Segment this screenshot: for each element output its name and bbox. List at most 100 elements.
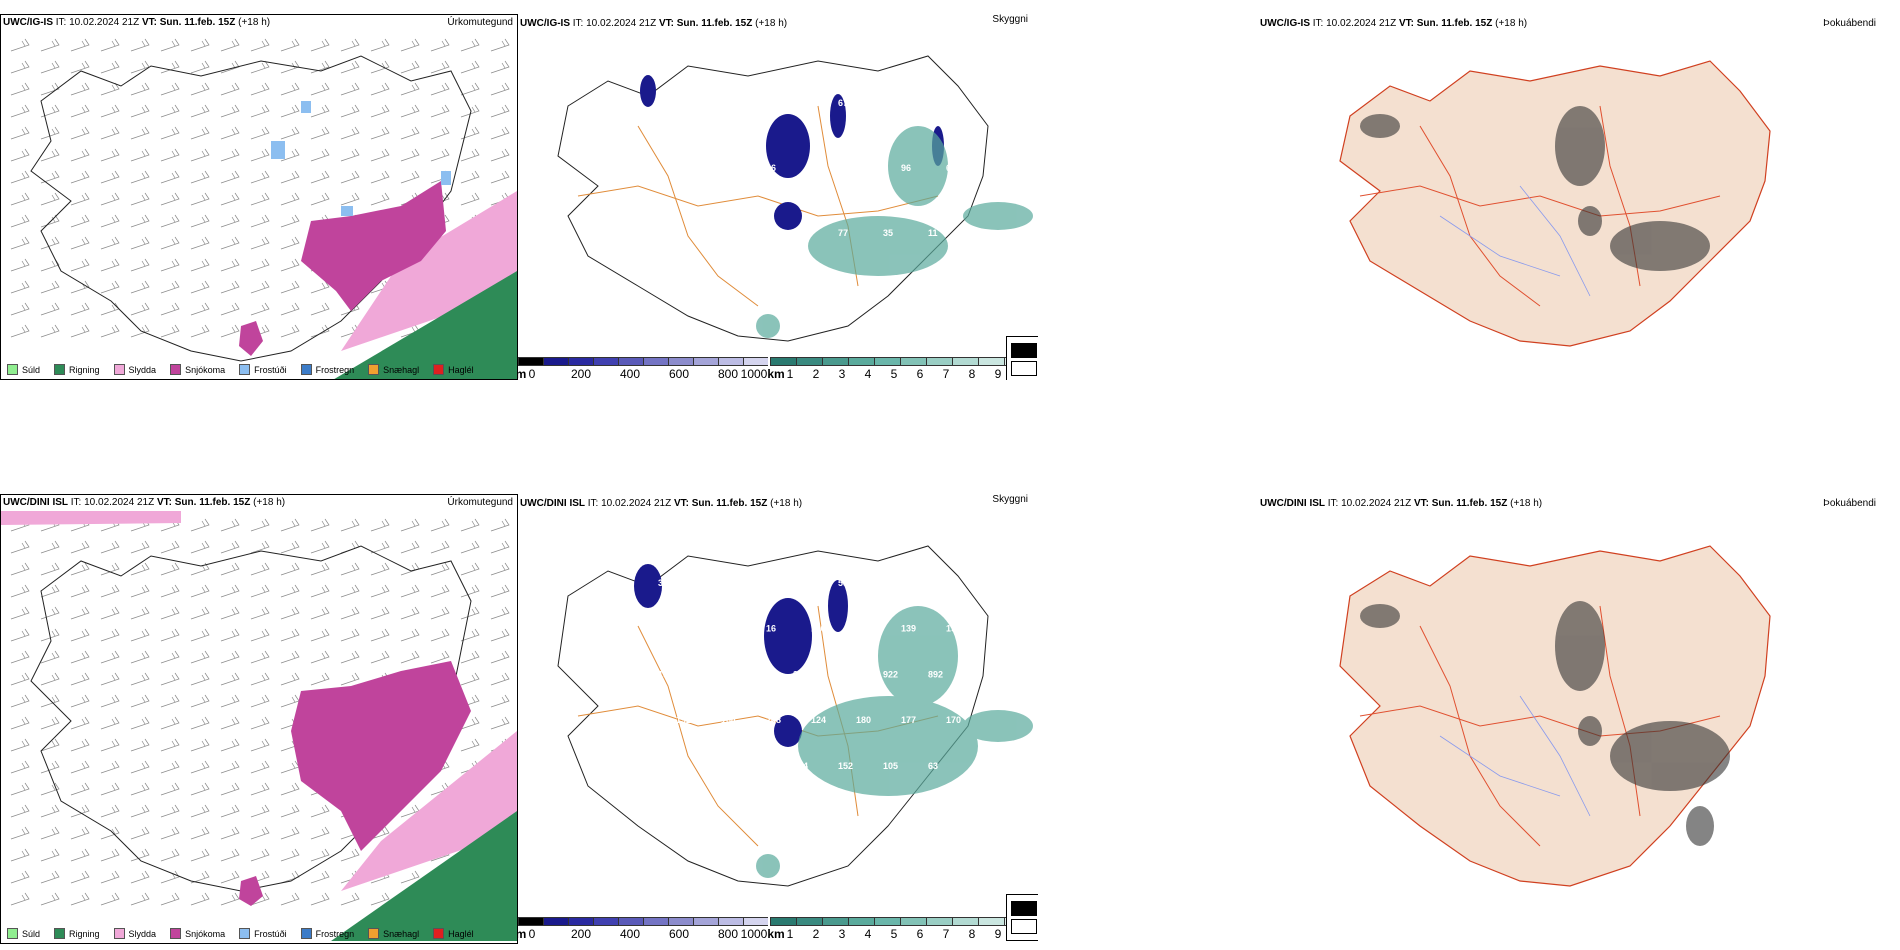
wind-barb: [220, 38, 240, 52]
wind-barb: [70, 672, 90, 686]
wind-barb: [100, 606, 120, 620]
vis-value-label: 67: [838, 98, 848, 108]
wind-barb: [220, 650, 240, 664]
precip-panel-row1: UWC/IG-IS IT: 10.02.2024 21Z VT: Sun. 11…: [0, 14, 518, 380]
low-vis-areas: [634, 564, 848, 747]
wind-barb: [310, 126, 330, 140]
colorbar-ticks: km 1 2 3 4 5 6 7 8 9 10: [767, 367, 1035, 380]
fog-legend: 0 60: [1006, 336, 1038, 380]
wind-barb: [430, 650, 450, 664]
wind-barb: [280, 848, 300, 862]
wind-barb: [190, 782, 210, 796]
vis-value-label: 35: [883, 228, 893, 238]
wind-barb: [490, 518, 510, 532]
vis-value-label: 96: [901, 163, 911, 173]
wind-barb: [310, 60, 330, 74]
tick-label: 4: [864, 367, 872, 380]
tick-label: 7: [942, 367, 950, 380]
colorbar-segment: [848, 917, 874, 926]
tick-label: 8: [968, 367, 976, 380]
panel-title: Úrkomutegund: [447, 497, 513, 508]
legend-label: Snjókoma: [185, 364, 226, 375]
vis-value-label: 176: [658, 761, 673, 771]
wind-barb: [40, 848, 60, 862]
wind-barb: [280, 826, 300, 840]
wind-barb: [10, 236, 30, 250]
wind-barb: [130, 606, 150, 620]
wind-barb: [280, 518, 300, 532]
colorbar-segment: [693, 917, 718, 926]
wind-barb: [40, 694, 60, 708]
vt-value: Sun. 11.feb. 15Z: [676, 18, 753, 29]
legend-item: Frostregn: [300, 364, 354, 375]
iceland-outline: [1339, 545, 1771, 887]
wind-barb: [220, 192, 240, 206]
wind-barb: [100, 870, 120, 884]
fog-legend-row: 60: [1011, 361, 1038, 376]
wind-barb: [280, 38, 300, 52]
wind-barb: [220, 82, 240, 96]
wind-barb: [160, 192, 180, 206]
wind-barb: [340, 848, 360, 862]
wind-barb: [250, 826, 270, 840]
wind-barb: [160, 694, 180, 708]
wind-barb: [310, 38, 330, 52]
vis-colorbar-m: m 0 200 400 600 800 1000: [518, 357, 768, 380]
fog-swatch-white: [1011, 919, 1037, 934]
colorbar-segment: [952, 357, 978, 366]
snow-area: [291, 661, 471, 851]
wind-barb: [70, 650, 90, 664]
wind-barb: [160, 606, 180, 620]
wind-barb: [10, 760, 30, 774]
colorbar-segment: [568, 917, 593, 926]
fog-map-row1: [1339, 60, 1771, 347]
wind-barb: [370, 192, 390, 206]
wind-barb: [160, 126, 180, 140]
wind-barb: [250, 694, 270, 708]
wind-barb: [40, 716, 60, 730]
wind-barb: [220, 104, 240, 118]
vt-value: Sun. 11.feb. 15Z: [174, 497, 251, 508]
wind-barb: [280, 170, 300, 184]
panel-header: UWC/DINI ISL IT: 10.02.2024 21Z VT: Sun.…: [520, 494, 1034, 512]
tick-label: 1000: [740, 367, 768, 380]
panel-header: UWC/IG-IS IT: 10.02.2024 21Z VT: Sun. 11…: [1260, 18, 1900, 32]
wind-barb: [100, 848, 120, 862]
vis-value-label: 170: [946, 715, 961, 725]
wind-barb: [370, 38, 390, 52]
wind-barb: [250, 302, 270, 316]
legend-item: Rigning: [54, 364, 100, 375]
wind-barb: [40, 672, 60, 686]
vis-value-label: 105: [883, 761, 898, 771]
vt-value: Sun. 11.feb. 15Z: [691, 498, 768, 509]
wind-barb: [220, 716, 240, 730]
wind-barb: [310, 628, 330, 642]
wind-barb: [10, 148, 30, 162]
wind-barb: [100, 672, 120, 686]
wind-barb: [70, 60, 90, 74]
legend-label: Súld: [22, 928, 41, 939]
legend-swatch: [433, 364, 445, 375]
fog-swatch-black: [1011, 343, 1037, 358]
wind-barb: [220, 170, 240, 184]
vis-value-label: 153: [811, 163, 826, 173]
wind-barb: [100, 324, 120, 338]
wind-barb: [40, 236, 60, 250]
vt-value: Sun. 11.feb. 15Z: [159, 17, 236, 28]
wind-barb: [340, 892, 360, 906]
wind-barb: [460, 518, 480, 532]
wind-barb: [130, 848, 150, 862]
wind-barb: [160, 650, 180, 664]
wind-barb: [400, 870, 420, 884]
wind-barb: [190, 302, 210, 316]
wind-barb: [460, 628, 480, 642]
wind-barb: [460, 540, 480, 554]
legend-swatch: [368, 928, 380, 939]
wind-barb: [310, 324, 330, 338]
wind-barb: [130, 148, 150, 162]
lead-time: (+18 h): [770, 498, 803, 509]
wind-barb: [220, 760, 240, 774]
vis-value-label: 62: [883, 578, 893, 588]
wind-barb: [490, 584, 510, 598]
visibility-map: 35 56 33 56 58 62 71 154 76 16 116 683 139 195 193 118 7…: [557, 545, 1033, 887]
